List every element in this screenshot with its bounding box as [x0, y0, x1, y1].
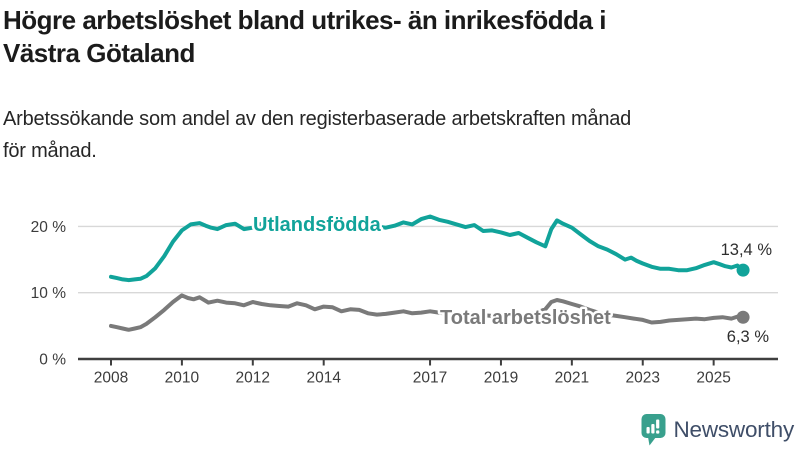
- chart-title-line-2: Västra Götaland: [3, 38, 195, 68]
- chart-subtitle-line-1: Arbetssökande som andel av den registerb…: [3, 108, 632, 130]
- series-line-utlandsfodda: [109, 214, 746, 283]
- series-end-dot: [736, 263, 750, 277]
- x-axis-label: 2019: [484, 370, 518, 387]
- newsworthy-brand-text: Newsworthy: [673, 417, 794, 442]
- series-line-total: [109, 293, 746, 332]
- x-axis-ticks: [110, 359, 715, 366]
- chart-subtitle-line-2: för månad.: [3, 140, 97, 162]
- x-axis-labels: 2008 2010 2012 2014 2017 2019 2021 2023 2025: [94, 370, 731, 387]
- y-axis-label: 10 %: [31, 285, 67, 302]
- series-label-utlandsfodda: Utlandsfödda: [253, 214, 382, 236]
- x-axis-label: 2017: [413, 370, 447, 387]
- x-axis-label: 2008: [94, 370, 128, 387]
- series-end-dot: [736, 310, 750, 324]
- series-end-dots: [736, 263, 750, 324]
- x-axis-label: 2014: [306, 370, 341, 387]
- x-axis-label: 2012: [236, 370, 270, 387]
- series-label-total-arbetsloshet: Total arbetslöshet: [440, 307, 611, 329]
- chart-header: Högre arbetslöshet bland utrikes- än inr…: [3, 4, 793, 70]
- bar-chart-speech-bubble-icon: [641, 414, 666, 446]
- chart-subtitle: Arbetssökande som andel av den registerb…: [3, 103, 793, 167]
- x-axis-label: 2023: [626, 370, 660, 387]
- newsworthy-logo: Newsworthy: [641, 412, 794, 448]
- y-axis-labels: 0 % 10 % 20 %: [31, 219, 67, 369]
- y-axis-label: 20 %: [31, 219, 67, 236]
- gridlines: [78, 225, 778, 294]
- x-axis-label: 2025: [696, 370, 730, 387]
- y-axis-label: 0 %: [39, 352, 66, 369]
- chart-title: Högre arbetslöshet bland utrikes- än inr…: [3, 4, 793, 70]
- x-axis-label: 2010: [165, 370, 200, 387]
- end-value-label-total: 6,3 %: [727, 328, 770, 346]
- chart-title-line-1: Högre arbetslöshet bland utrikes- än inr…: [3, 5, 606, 35]
- x-axis-label: 2021: [555, 370, 589, 387]
- series-lines: [109, 214, 746, 332]
- end-value-label-utlandsfodda: 13,4 %: [721, 241, 773, 259]
